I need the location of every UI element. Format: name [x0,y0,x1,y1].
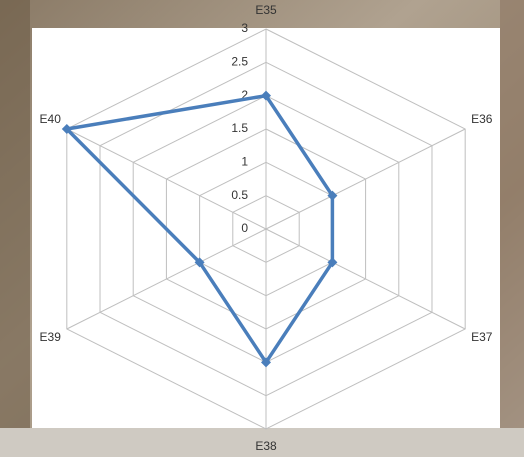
series [61,90,338,368]
category-label: E39 [40,330,62,344]
category-label: E36 [471,112,493,126]
r-tick-label: 0.5 [231,188,248,202]
spoke [66,128,267,230]
spoke [66,228,267,330]
category-label: E37 [471,330,493,344]
data-point [261,90,271,101]
r-tick-label: 1 [241,155,248,169]
data-point [61,124,72,134]
r-tick-label: 3 [241,21,248,35]
r-tick-label: 2 [241,88,248,102]
category-label: E35 [255,3,277,17]
spoke [265,128,466,230]
photo-edge [500,0,524,457]
r-tick-label: 1.5 [231,121,248,135]
data-point [327,257,338,268]
data-point [194,257,205,268]
r-tick-label: 2.5 [231,55,248,69]
r-tick-label: 0 [241,221,248,235]
photo-ground [0,428,524,457]
spoke [265,228,466,330]
photo-edge [0,0,30,457]
data-point [261,357,271,368]
category-label: E38 [255,439,277,453]
data-point [327,190,338,201]
category-label: E40 [40,112,62,126]
